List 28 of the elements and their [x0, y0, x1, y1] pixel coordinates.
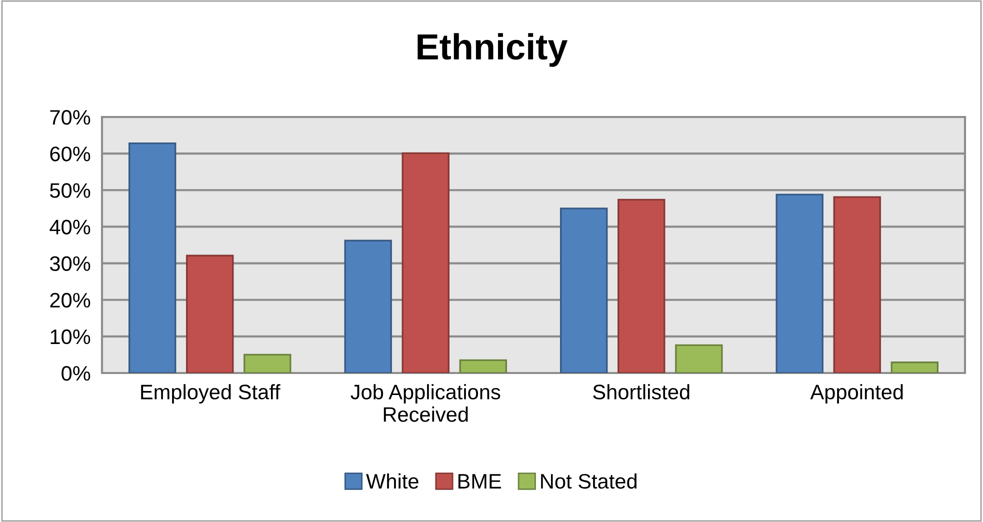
bar [459, 359, 508, 373]
x-tick-label: Employed Staff [141, 384, 280, 404]
bar [833, 196, 881, 373]
x-tick-label: Shortlisted [593, 384, 690, 400]
bar [344, 240, 392, 373]
y-tick-label: 10% [50, 329, 90, 344]
bar [186, 254, 234, 373]
legend-label: Not Stated [541, 473, 636, 489]
x-tick-label: Appointed [810, 384, 903, 404]
chart-title: Ethnicity [418, 33, 568, 67]
bar [128, 142, 176, 373]
bar [618, 198, 666, 373]
y-tick-label: 70% [50, 110, 90, 125]
bar [560, 208, 608, 373]
bar [776, 194, 824, 373]
bar [890, 362, 939, 373]
legend-label: BME [458, 474, 502, 488]
bar [402, 152, 450, 373]
bar [244, 354, 292, 373]
y-tick-label: 20% [50, 292, 90, 308]
y-tick-label: 0% [62, 366, 90, 381]
y-tick-label: 50% [50, 183, 90, 198]
legend-label: White [366, 473, 418, 489]
y-tick-label: 40% [50, 220, 90, 234]
y-tick-label: 60% [50, 146, 90, 162]
y-tick-label: 30% [50, 256, 90, 272]
bar [675, 344, 723, 373]
x-tick-label: Job Applications Received [350, 384, 500, 422]
